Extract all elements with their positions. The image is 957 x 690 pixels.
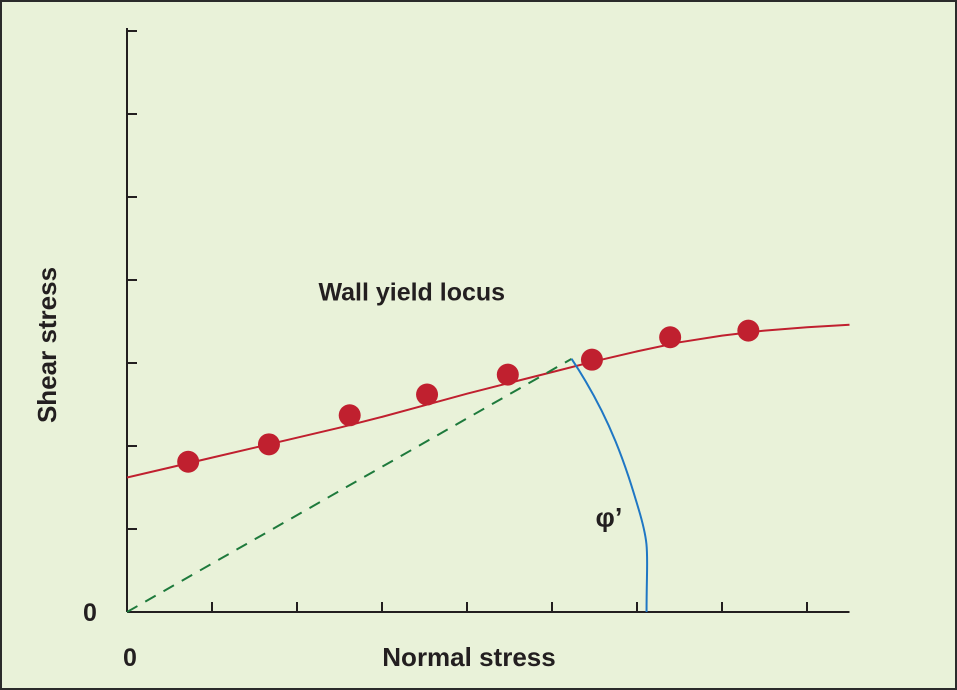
data-point — [416, 383, 439, 406]
data-point — [177, 450, 200, 473]
y-axis-title: Shear stress — [32, 267, 62, 423]
data-point — [737, 319, 760, 342]
x-axis-title: Normal stress — [382, 642, 555, 672]
data-point — [257, 433, 280, 456]
friction-angle-line — [126, 357, 573, 613]
friction-angle-arc — [570, 358, 649, 613]
data-point — [338, 404, 361, 427]
data-point — [659, 326, 682, 349]
data-point — [496, 363, 519, 386]
wall-yield-locus-curve — [126, 323, 850, 479]
x-origin-label: 0 — [123, 644, 137, 672]
wall-yield-locus-label: Wall yield locus — [318, 278, 505, 306]
data-point — [580, 348, 603, 371]
y-origin-label: 0 — [83, 599, 97, 627]
phi-prime-label: φ’ — [596, 503, 623, 533]
